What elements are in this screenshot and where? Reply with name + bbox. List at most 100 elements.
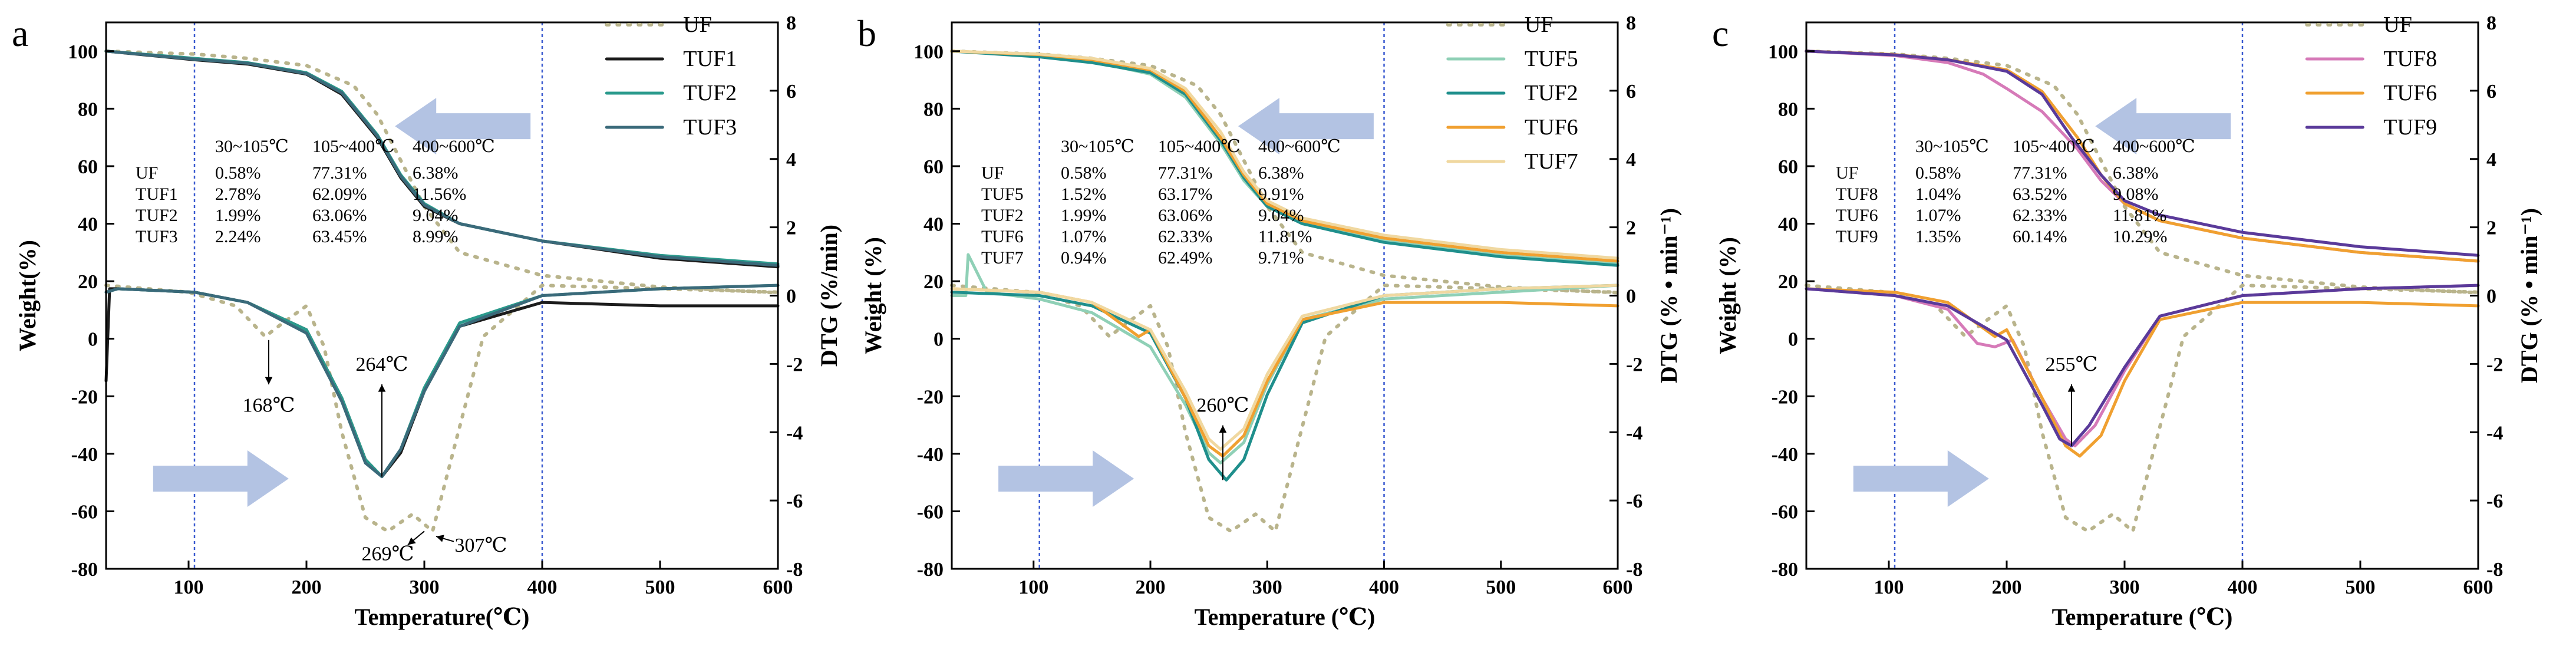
table-cell: 63.06%	[312, 206, 367, 225]
legend-label: TUF6	[2383, 81, 2437, 106]
y-tick-label: 80	[78, 98, 98, 120]
legend-label: UF	[2383, 12, 2412, 37]
y2-tick-label: 0	[2486, 286, 2496, 308]
table-cell: 2.24%	[215, 227, 261, 246]
table-cell: 77.31%	[312, 163, 367, 183]
stage-table: 30~105℃ 105~400℃ 400~600℃ UF 0.58% 77.31% 6.38…	[1836, 137, 2195, 246]
x-axis-title: Temperature(℃)	[355, 604, 530, 630]
annotation-label: 264℃	[355, 354, 408, 375]
y-tick-label: 20	[78, 271, 98, 293]
x-tick-label: 200	[1992, 576, 2022, 598]
legend: UF TUF8 TUF6 TUF9	[2305, 12, 2437, 140]
legend-label: TUF2	[1525, 81, 1578, 106]
y2-tick-label: -8	[2486, 559, 2503, 581]
y-tick-label: 40	[1778, 214, 1798, 236]
dtg-line-tuf9	[1805, 284, 2480, 447]
y2-tick-label: 0	[786, 286, 796, 308]
y-tick-label: -40	[917, 444, 944, 466]
table-header: 400~600℃	[1258, 137, 1341, 156]
table-cell: TUF5	[981, 184, 1024, 204]
x-tick-label: 100	[1874, 576, 1904, 598]
y-tick-label: 20	[923, 271, 944, 293]
y2-tick-label: -2	[786, 354, 803, 375]
table-cell: 62.33%	[2013, 206, 2067, 225]
annotation-arrowhead	[436, 535, 444, 542]
x-tick-label: 600	[763, 576, 793, 598]
table-cell: 9.04%	[413, 206, 459, 225]
table-cell: TUF9	[1836, 227, 1878, 246]
legend: UF TUF1 TUF2 TUF3	[605, 12, 737, 140]
left-arrow-icon	[2095, 98, 2231, 155]
dtg-line-uf	[104, 284, 780, 533]
y-tick-label: -40	[71, 444, 98, 466]
y2-axis-title: DTG (%/min)	[816, 225, 842, 367]
x-axis-title: Temperature (℃)	[2052, 604, 2233, 630]
y-tick-label: -20	[917, 386, 944, 408]
annotation-arrowhead	[378, 384, 386, 392]
table-header: 400~600℃	[2113, 137, 2195, 156]
table-cell: TUF6	[981, 227, 1024, 246]
table-cell: 9.71%	[1258, 248, 1304, 268]
y-tick-label: 80	[923, 98, 944, 120]
y-tick-label: 0	[934, 329, 944, 351]
y2-tick-label: -6	[1626, 490, 1642, 512]
table-cell: TUF2	[136, 206, 178, 225]
peak-annotations: 168℃ 264℃ 269℃ 307℃	[242, 340, 507, 565]
annotation-label: 260℃	[1196, 394, 1249, 416]
x-tick-label: 400	[1369, 576, 1399, 598]
y2-axis-title: DTG (% • min⁻¹)	[2516, 208, 2542, 383]
table-cell: 6.38%	[1258, 163, 1304, 183]
table-cell: 77.31%	[2013, 163, 2067, 183]
table-cell: 6.38%	[2113, 163, 2159, 183]
y-axis-title: Weight (%)	[860, 237, 886, 354]
y2-tick-label: 4	[2486, 149, 2496, 171]
table-cell: 63.06%	[1158, 206, 1213, 225]
y-tick-label: 80	[1778, 98, 1798, 120]
table-cell: 11.81%	[1258, 227, 1312, 246]
x-tick-label: 400	[527, 576, 558, 598]
tg-line-tuf9	[1805, 50, 2480, 257]
table-cell: 9.08%	[2113, 184, 2159, 204]
panel-c: 100 200 300 400 500 600-80-60-40-200204060801…	[1712, 12, 2542, 630]
table-cell: 1.99%	[215, 206, 261, 225]
y2-tick-label: 4	[1626, 149, 1636, 171]
table-cell: 1.07%	[1061, 227, 1107, 246]
y2-tick-label: 2	[786, 218, 796, 239]
y-tick-label: 0	[88, 329, 98, 351]
legend-label: TUF3	[683, 115, 737, 140]
y-tick-label: 100	[913, 41, 944, 63]
table-cell: TUF1	[136, 184, 178, 204]
x-axis-title: Temperature (℃)	[1195, 604, 1376, 630]
table-cell: 63.52%	[2013, 184, 2067, 204]
table-cell: 63.45%	[312, 227, 367, 246]
table-cell: 1.07%	[1915, 206, 1961, 225]
peak-annotations: 260℃	[1196, 394, 1249, 480]
y2-tick-label: -2	[1626, 354, 1642, 375]
table-cell: 0.58%	[1061, 163, 1107, 183]
y2-tick-label: -4	[2486, 422, 2503, 444]
stage-table: 30~105℃ 105~400℃ 400~600℃ UF 0.58% 77.31% 6.38…	[981, 137, 1341, 268]
y-tick-label: -20	[71, 386, 98, 408]
dtg-line-tuf3	[104, 284, 780, 479]
table-header: 30~105℃	[215, 137, 289, 156]
x-tick-label: 100	[1018, 576, 1048, 598]
table-cell: 62.49%	[1158, 248, 1213, 268]
y-tick-label: 100	[1768, 41, 1798, 63]
table-cell: 0.58%	[215, 163, 261, 183]
table-cell: TUF8	[1836, 184, 1878, 204]
dtg-line-tuf6	[950, 287, 1620, 458]
table-cell: TUF6	[1836, 206, 1878, 225]
y-tick-label: -60	[1772, 501, 1798, 523]
table-header: 105~400℃	[2013, 137, 2095, 156]
panel-label: a	[12, 12, 28, 54]
table-cell: 77.31%	[1158, 163, 1213, 183]
y-tick-label: 0	[1788, 329, 1798, 351]
y2-tick-label: 8	[1626, 12, 1636, 34]
legend-label: TUF9	[2383, 115, 2437, 140]
annotation-label: 168℃	[242, 394, 295, 416]
dtg-line-tuf2	[950, 284, 1620, 482]
y-tick-label: 100	[68, 41, 98, 63]
x-tick-label: 300	[2110, 576, 2140, 598]
table-cell: 8.99%	[413, 227, 459, 246]
right-arrow-icon	[998, 450, 1134, 508]
